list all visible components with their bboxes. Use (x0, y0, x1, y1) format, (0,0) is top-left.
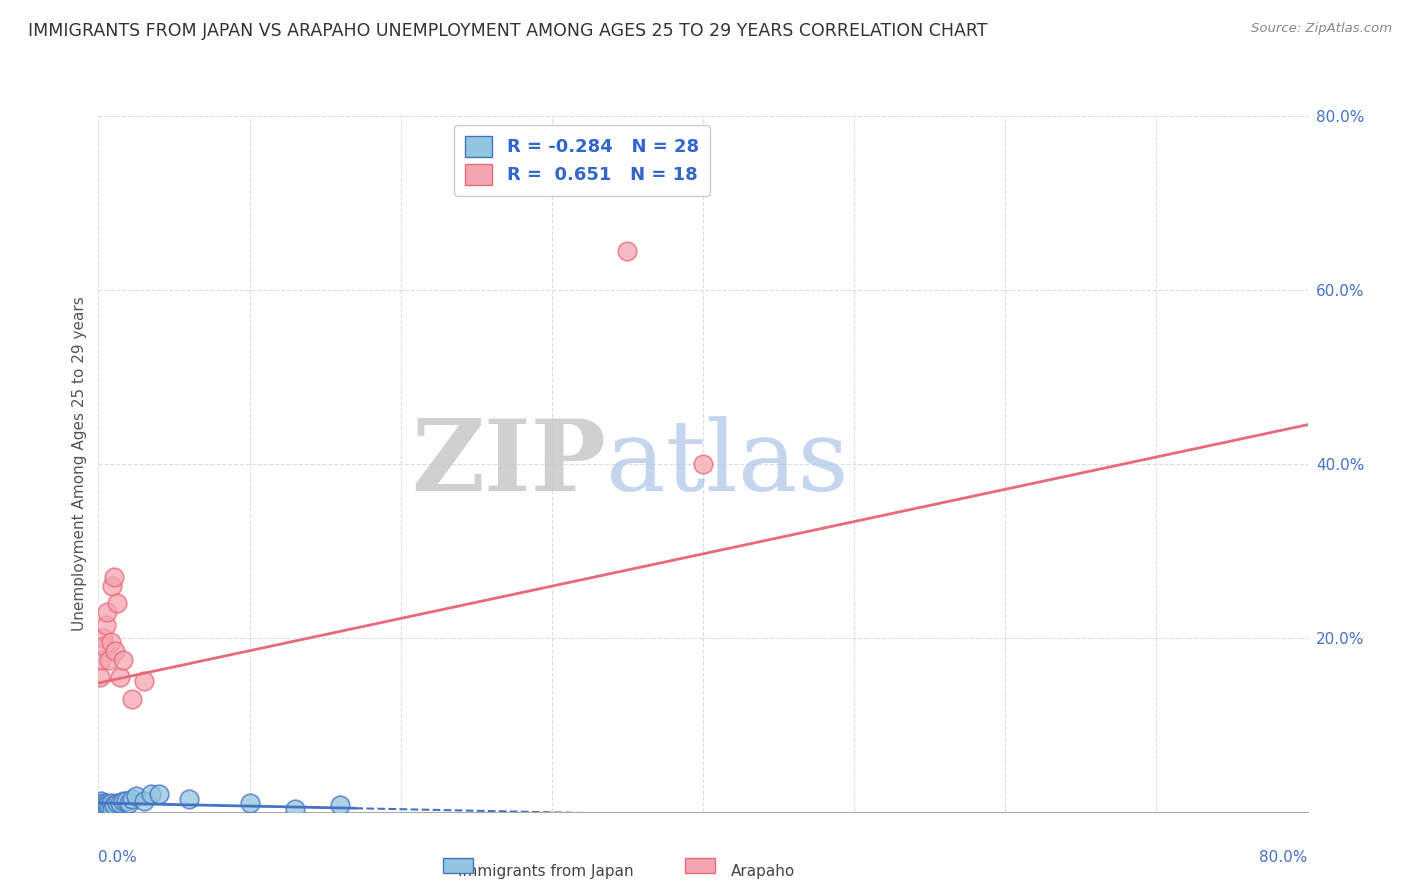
Point (89, 800, 111, 814)
Text: IMMIGRANTS FROM JAPAN VS ARAPAHO UNEMPLOYMENT AMONG AGES 25 TO 29 YEARS CORRELAT: IMMIGRANTS FROM JAPAN VS ARAPAHO UNEMPLO… (28, 22, 987, 40)
Point (284, 802, 307, 816)
Point (94, 800, 117, 814)
Point (103, 797, 125, 812)
Text: ZIP: ZIP (412, 416, 606, 512)
Point (104, 644, 127, 658)
Point (132, 674, 155, 689)
Point (692, 457, 714, 471)
Text: Source: ZipAtlas.com: Source: ZipAtlas.com (1251, 22, 1392, 36)
Point (96, 797, 118, 812)
Point (91, 799, 114, 814)
Text: Immigrants from Japan: Immigrants from Japan (458, 863, 634, 879)
Point (108, 796, 131, 810)
Point (329, 797, 352, 812)
Text: atlas: atlas (606, 416, 849, 512)
Point (90, 652, 112, 666)
Point (94, 796, 117, 810)
Point (96, 605, 118, 619)
Point (132, 794, 155, 808)
Y-axis label: Unemployment Among Ages 25 to 29 years: Unemployment Among Ages 25 to 29 years (72, 296, 87, 632)
Point (100, 796, 122, 810)
Point (94, 617, 117, 632)
FancyBboxPatch shape (685, 857, 716, 873)
Text: Arapaho: Arapaho (731, 863, 796, 879)
Point (114, 794, 136, 808)
Point (239, 796, 262, 810)
Point (98, 799, 121, 814)
Point (91, 631, 114, 645)
Point (93, 797, 115, 812)
Point (91, 796, 114, 810)
Point (121, 791, 143, 805)
Point (100, 635, 122, 649)
Point (118, 796, 141, 810)
Point (103, 570, 125, 584)
Point (125, 789, 148, 803)
Text: 0.0%: 0.0% (98, 850, 138, 865)
Point (90, 794, 112, 808)
Point (177, 791, 201, 805)
Point (111, 794, 134, 808)
Point (105, 796, 128, 810)
Point (101, 578, 124, 592)
Point (101, 802, 124, 816)
Point (141, 788, 163, 801)
Point (89, 670, 111, 684)
Point (111, 652, 134, 666)
Point (148, 788, 170, 801)
FancyBboxPatch shape (443, 857, 474, 873)
Point (616, 244, 638, 258)
Point (93, 640, 115, 654)
Point (90, 797, 112, 812)
Point (121, 691, 143, 706)
Point (98, 652, 121, 666)
Text: 80.0%: 80.0% (1260, 850, 1308, 865)
Point (108, 670, 131, 684)
Point (105, 596, 128, 610)
Point (93, 802, 115, 816)
Legend: R = -0.284   N = 28, R =  0.651   N = 18: R = -0.284 N = 28, R = 0.651 N = 18 (454, 125, 710, 195)
